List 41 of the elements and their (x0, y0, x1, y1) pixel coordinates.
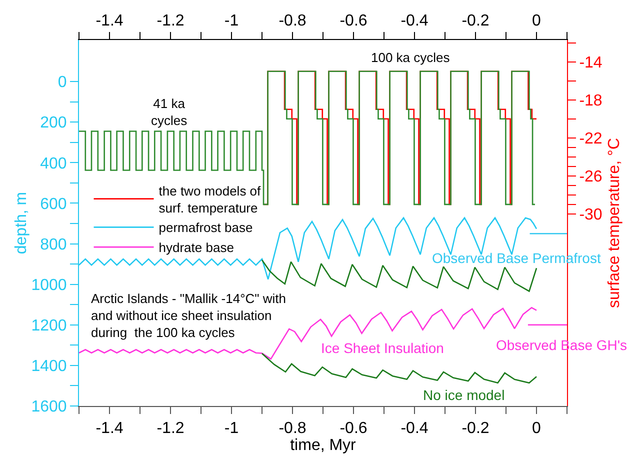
y2-tick-label: -26 (579, 168, 602, 186)
x-tick-label: -0.8 (278, 12, 306, 30)
y2-tick-label: -14 (579, 54, 602, 72)
y-tick-label: 1200 (31, 317, 67, 334)
y-tick-label: 1000 (31, 276, 67, 294)
x2-tick-label: 0 (532, 420, 542, 438)
y2-tick-label: -22 (579, 130, 602, 148)
annotation: 41 ka cycles (151, 96, 188, 128)
x-tick-label: -0.2 (462, 12, 490, 30)
line-series (261, 352, 538, 384)
x-tick-label: -0.6 (340, 12, 368, 30)
legend-label: hydrate base (158, 240, 234, 256)
y-tick-label: 200 (40, 114, 67, 132)
y2-tick-label: -18 (579, 92, 602, 110)
x2-tick-label: -0.2 (462, 420, 490, 438)
y-tick-label: 800 (40, 236, 67, 254)
y-axis-title: depth, m (13, 192, 30, 254)
annotation: No ice model (423, 387, 505, 403)
y-tick-label: 400 (40, 155, 67, 172)
x2-tick-label: -1.2 (156, 420, 184, 438)
x-tick-label: -1 (224, 12, 239, 30)
x-axis-title: time, Myr (290, 437, 357, 454)
annotation: Ice Sheet Insulation (321, 340, 444, 356)
y-tick-label: 1400 (31, 358, 67, 376)
x2-tick-label: -0.8 (278, 420, 306, 438)
y2-axis-title: surface temperature, °C (606, 138, 624, 308)
x-tick-label: -1.4 (96, 12, 124, 30)
annotation: 100 ka cycles (371, 50, 450, 65)
y-tick-label: 600 (40, 196, 67, 213)
x2-tick-label: -0.4 (400, 420, 428, 438)
x-tick-label: -0.4 (400, 12, 428, 30)
y-tick-label: 1600 (31, 398, 67, 416)
x-tick-label: -1.2 (156, 12, 184, 30)
legend-label: permafrost base (158, 220, 253, 236)
annotation: Arctic Islands - "Mallik -14°C" with and without ice sheet insulation during the 100 ka cycles (91, 291, 286, 340)
y-tick-label: 0 (58, 74, 67, 92)
x-tick-label: 0 (532, 12, 542, 30)
x2-tick-label: -1 (224, 420, 239, 438)
y2-tick-label: -30 (579, 206, 602, 224)
x2-tick-label: -1.4 (96, 420, 124, 438)
x2-tick-label: -0.6 (340, 420, 368, 438)
